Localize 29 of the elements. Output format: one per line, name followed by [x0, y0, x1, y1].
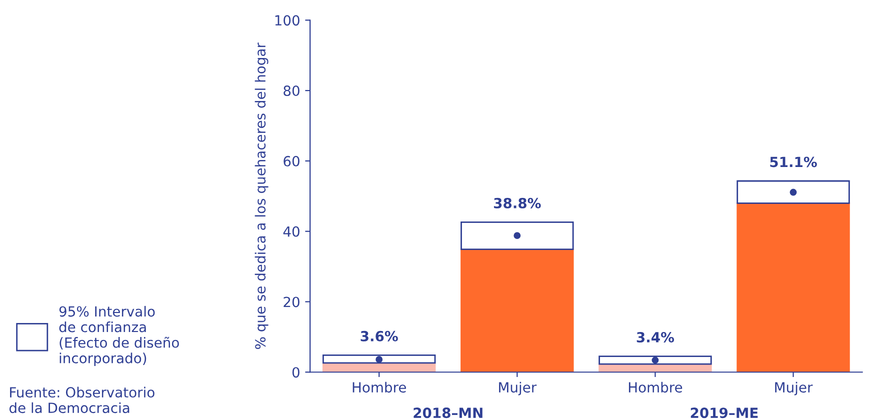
x-tick-label: Mujer: [775, 382, 813, 396]
text: 2018–MN: [414, 408, 482, 418]
bar: [322, 354, 436, 364]
y-axis-title: % que se dedica a los quehaceres del hogar: [254, 42, 268, 349]
bar: [460, 248, 574, 372]
bar: [460, 221, 574, 250]
y-tick-label: 0: [292, 367, 300, 378]
bar: [598, 356, 712, 365]
data-label: 38.8%: [494, 198, 541, 208]
point: [514, 232, 521, 240]
bar: [736, 180, 850, 204]
y-tick-label: 40: [283, 226, 300, 237]
data-label: 3.6%: [360, 330, 398, 342]
y-tick-label: 100: [275, 15, 300, 26]
y-tick-label: 60: [284, 156, 300, 166]
x-tick-label: Hombre: [352, 382, 406, 393]
text: 2019–ME: [690, 408, 758, 418]
x-tick-label: Mujer: [499, 382, 537, 396]
x-tick-label: Hombre: [628, 382, 682, 393]
y-tick-label: 20: [284, 296, 300, 308]
point: [652, 356, 659, 364]
data-label: 51.1%: [770, 156, 817, 168]
data-label: 3.4%: [636, 332, 674, 342]
source-note: Fuente: Observatorio de la Democracia: [9, 386, 154, 414]
bar: [736, 202, 850, 372]
y-tick-label: 80: [284, 86, 300, 96]
legend-label: 95% Intervalo de confianza (Efecto de diseño incorporado): [59, 306, 179, 366]
point: [790, 188, 797, 196]
point: [376, 356, 383, 363]
